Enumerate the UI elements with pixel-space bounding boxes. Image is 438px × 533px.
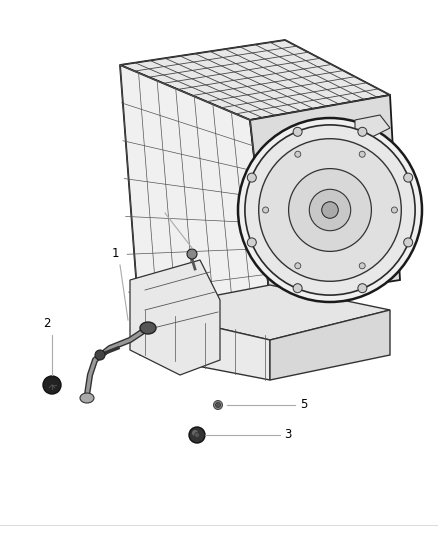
Ellipse shape [187,249,197,259]
Ellipse shape [358,127,367,136]
Polygon shape [140,310,270,380]
Ellipse shape [215,402,220,408]
Ellipse shape [358,284,367,293]
Polygon shape [250,95,400,300]
Polygon shape [120,40,390,120]
Text: 3: 3 [284,429,291,441]
Ellipse shape [245,125,415,295]
Ellipse shape [140,322,156,334]
Ellipse shape [247,173,256,182]
Ellipse shape [247,238,256,247]
Ellipse shape [194,432,199,438]
Text: 4: 4 [156,195,164,208]
Polygon shape [355,115,390,138]
Ellipse shape [404,173,413,182]
Ellipse shape [259,139,401,281]
Ellipse shape [404,238,413,247]
Ellipse shape [392,207,397,213]
Polygon shape [130,260,220,375]
Ellipse shape [192,430,198,436]
Text: 2: 2 [43,317,51,330]
Ellipse shape [359,263,365,269]
Ellipse shape [189,427,205,443]
Ellipse shape [289,168,371,252]
Ellipse shape [213,400,223,409]
Ellipse shape [80,393,94,403]
Ellipse shape [293,284,302,293]
Ellipse shape [322,201,338,219]
Text: 1: 1 [111,247,119,260]
Ellipse shape [309,189,351,231]
Polygon shape [140,285,390,340]
Text: 5: 5 [300,399,307,411]
Polygon shape [270,310,390,380]
Ellipse shape [359,151,365,157]
Ellipse shape [295,263,301,269]
Ellipse shape [216,403,220,407]
Ellipse shape [263,207,268,213]
Ellipse shape [295,151,301,157]
Ellipse shape [293,127,302,136]
Ellipse shape [43,376,61,394]
Polygon shape [120,65,270,330]
Ellipse shape [95,350,105,360]
Ellipse shape [238,118,422,302]
